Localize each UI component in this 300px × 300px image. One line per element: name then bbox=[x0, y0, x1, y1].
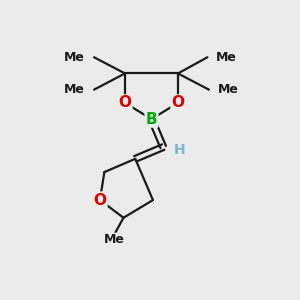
Text: Me: Me bbox=[216, 51, 237, 64]
Text: Me: Me bbox=[218, 83, 238, 96]
Text: O: O bbox=[118, 95, 131, 110]
Text: Me: Me bbox=[64, 83, 85, 96]
Text: Me: Me bbox=[64, 51, 85, 64]
Text: O: O bbox=[172, 95, 184, 110]
Text: Me: Me bbox=[104, 233, 125, 246]
Text: B: B bbox=[146, 112, 157, 127]
Text: O: O bbox=[93, 193, 106, 208]
Text: H: H bbox=[174, 143, 185, 157]
